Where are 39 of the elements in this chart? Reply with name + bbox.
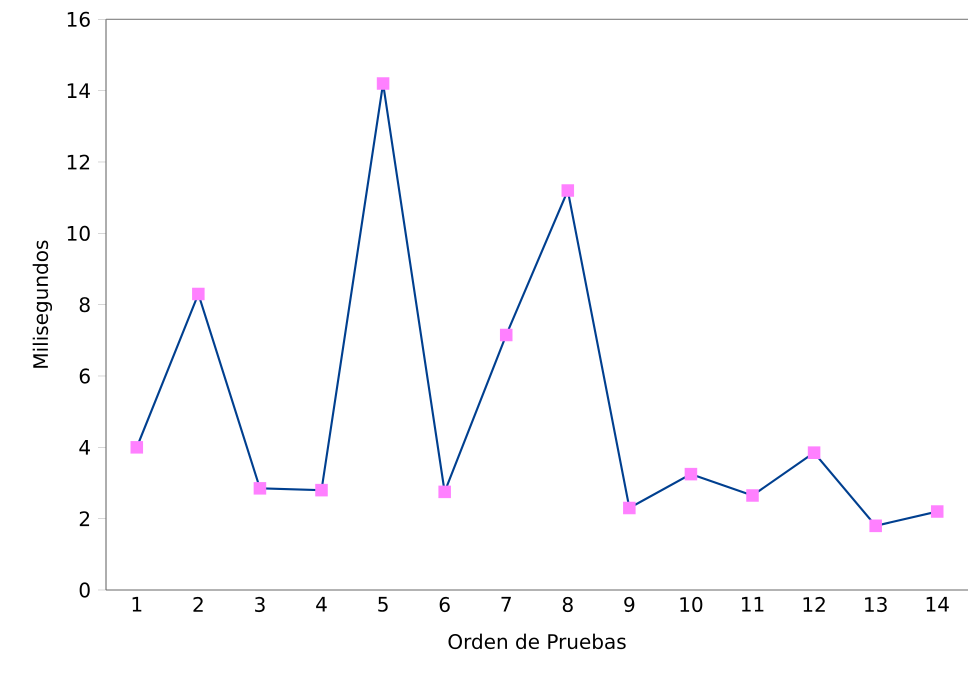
x-tick-label: 5 bbox=[378, 596, 388, 612]
x-tick-label: 14 bbox=[926, 596, 949, 612]
point bbox=[808, 446, 820, 459]
x-tick-label: 9 bbox=[624, 596, 634, 612]
y-tick-label: 8 bbox=[80, 297, 90, 312]
point bbox=[869, 520, 882, 532]
y-tick-label: 0 bbox=[80, 582, 90, 598]
x-tick-label: 12 bbox=[804, 596, 825, 612]
point bbox=[254, 482, 266, 495]
point bbox=[746, 489, 759, 502]
y-axis-title: Milisegundos bbox=[32, 240, 52, 368]
point bbox=[315, 484, 328, 496]
y-tick-label: 4 bbox=[79, 440, 90, 455]
x-tick-label: 10 bbox=[680, 596, 702, 612]
x-tick-label: 4 bbox=[316, 596, 327, 612]
point bbox=[623, 502, 636, 514]
point bbox=[192, 288, 205, 300]
y-tick-label: 10 bbox=[68, 226, 90, 241]
y-tick-label: 6 bbox=[80, 368, 90, 384]
x-tick-label: 3 bbox=[255, 596, 265, 612]
x-tick-label: 7 bbox=[501, 596, 511, 612]
y-tick-label: 14 bbox=[68, 83, 90, 98]
point bbox=[684, 468, 698, 480]
point bbox=[562, 184, 574, 197]
x-tick-label: 1 bbox=[132, 596, 142, 612]
y-tick-label: 2 bbox=[80, 511, 90, 526]
x-tick-label: 2 bbox=[193, 596, 203, 612]
point bbox=[930, 505, 944, 518]
point bbox=[438, 486, 451, 498]
y-tick-label: 12 bbox=[68, 154, 90, 170]
x-tick-label: 11 bbox=[742, 596, 764, 612]
x-tick-label: 6 bbox=[440, 596, 450, 612]
point bbox=[130, 441, 144, 454]
point bbox=[500, 328, 512, 342]
x-tick-label: 8 bbox=[562, 596, 573, 612]
y-tick-label: 16 bbox=[68, 12, 90, 27]
point bbox=[376, 77, 390, 90]
x-tick-label: 13 bbox=[865, 596, 887, 612]
x-axis-title: Orden de Pruebas bbox=[448, 634, 626, 650]
